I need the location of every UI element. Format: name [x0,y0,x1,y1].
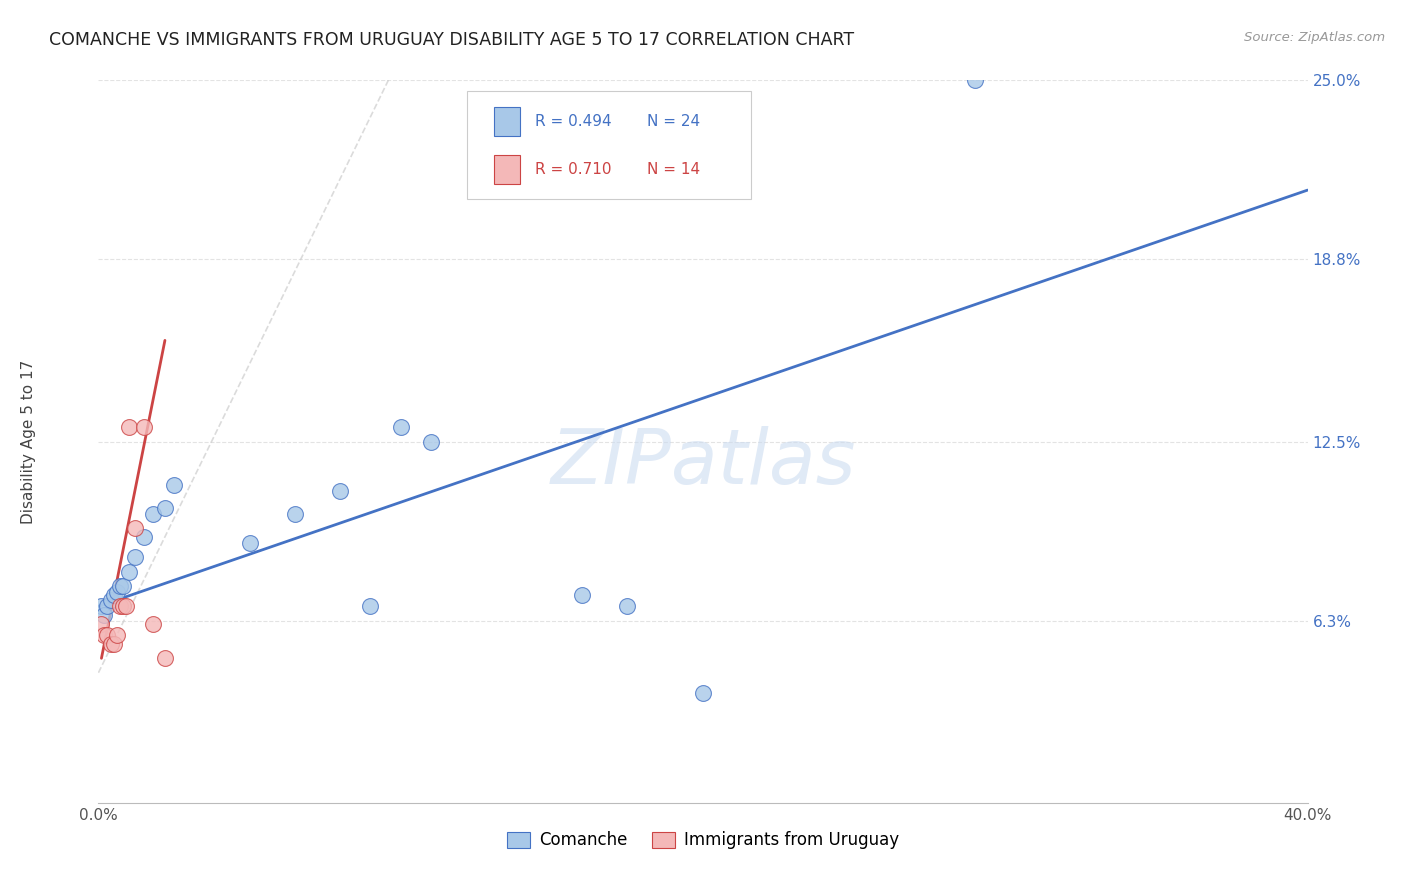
Point [153,651,176,665]
Point [616,599,638,614]
Text: N = 14: N = 14 [647,161,700,177]
Point [90,599,112,614]
Point [118,565,141,579]
Point [389,420,412,434]
Point [571,588,593,602]
Legend: Comanche, Immigrants from Uruguay: Comanche, Immigrants from Uruguay [501,824,905,856]
Point [93,607,115,622]
Point [965,73,987,87]
Point [105,628,128,642]
FancyBboxPatch shape [494,154,520,184]
Point [100,593,122,607]
Point [93,628,115,642]
Point [153,501,176,516]
Point [692,686,714,700]
Point [96,628,118,642]
Point [114,599,136,614]
Y-axis label: Disability Age 5 to 17: Disability Age 5 to 17 [21,359,37,524]
Point [124,521,146,535]
Point [118,420,141,434]
Point [105,584,128,599]
Point [111,579,134,593]
Point [111,599,134,614]
Point [132,530,155,544]
FancyBboxPatch shape [467,91,751,200]
Text: N = 24: N = 24 [647,114,700,129]
Text: R = 0.494: R = 0.494 [534,114,612,129]
Text: R = 0.710: R = 0.710 [534,161,612,177]
Point [124,550,146,565]
Point [420,434,443,449]
Point [103,588,125,602]
Point [142,616,165,631]
Point [100,637,122,651]
Point [108,579,131,593]
Point [132,420,155,434]
Point [103,637,125,651]
Point [329,483,352,498]
FancyBboxPatch shape [494,107,520,136]
Point [108,599,131,614]
Text: Source: ZipAtlas.com: Source: ZipAtlas.com [1244,31,1385,45]
Text: COMANCHE VS IMMIGRANTS FROM URUGUAY DISABILITY AGE 5 TO 17 CORRELATION CHART: COMANCHE VS IMMIGRANTS FROM URUGUAY DISA… [49,31,855,49]
Point [163,478,186,492]
Point [96,599,118,614]
Point [239,535,262,549]
Point [284,507,307,521]
Text: ZIPatlas: ZIPatlas [550,426,856,500]
Point [90,616,112,631]
Point [142,507,165,521]
Point [360,599,382,614]
